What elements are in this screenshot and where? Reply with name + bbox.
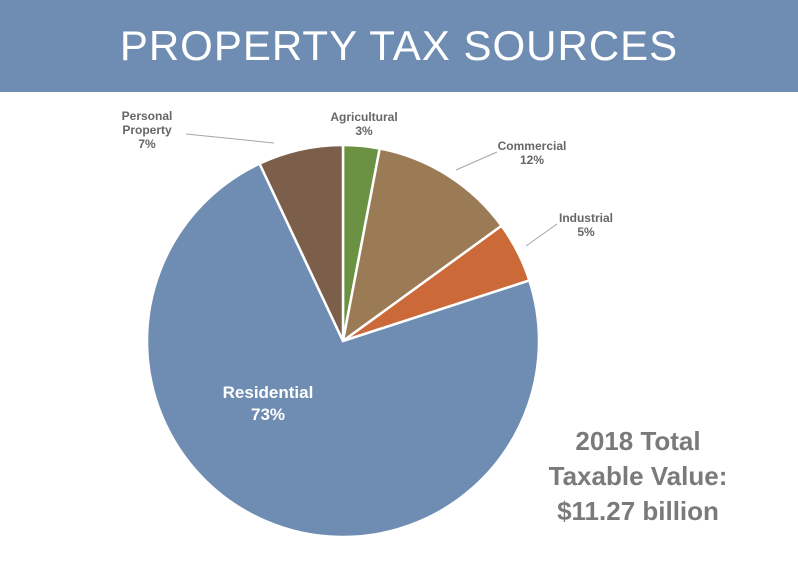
- summary-line-1: 2018 Total: [575, 426, 701, 456]
- slice-label-industrial: Industrial 5%: [559, 211, 613, 239]
- leader-line-industrial: [525, 223, 558, 247]
- slice-label-agricultural: Agricultural 3%: [330, 110, 397, 138]
- leader-line-personal-property: [185, 133, 275, 144]
- slice-label-residential: Residential 73%: [223, 383, 314, 424]
- summary-line-3: $11.27 billion: [557, 496, 719, 526]
- total-taxable-value: 2018 Total Taxable Value: $11.27 billion: [528, 424, 748, 529]
- pie-slice-personal-property: [257, 143, 345, 342]
- slice-label-commercial: Commercial 12%: [498, 139, 567, 167]
- title-banner: PROPERTY TAX SOURCES: [0, 0, 798, 92]
- leader-line-commercial: [455, 151, 498, 171]
- pie-slice-commercial: [341, 147, 504, 344]
- page-title: PROPERTY TAX SOURCES: [119, 22, 679, 69]
- pie-slice-residential: [145, 161, 541, 539]
- summary-line-2: Taxable Value:: [548, 461, 728, 491]
- slice-label-personal-property: Personal Property 7%: [122, 109, 173, 151]
